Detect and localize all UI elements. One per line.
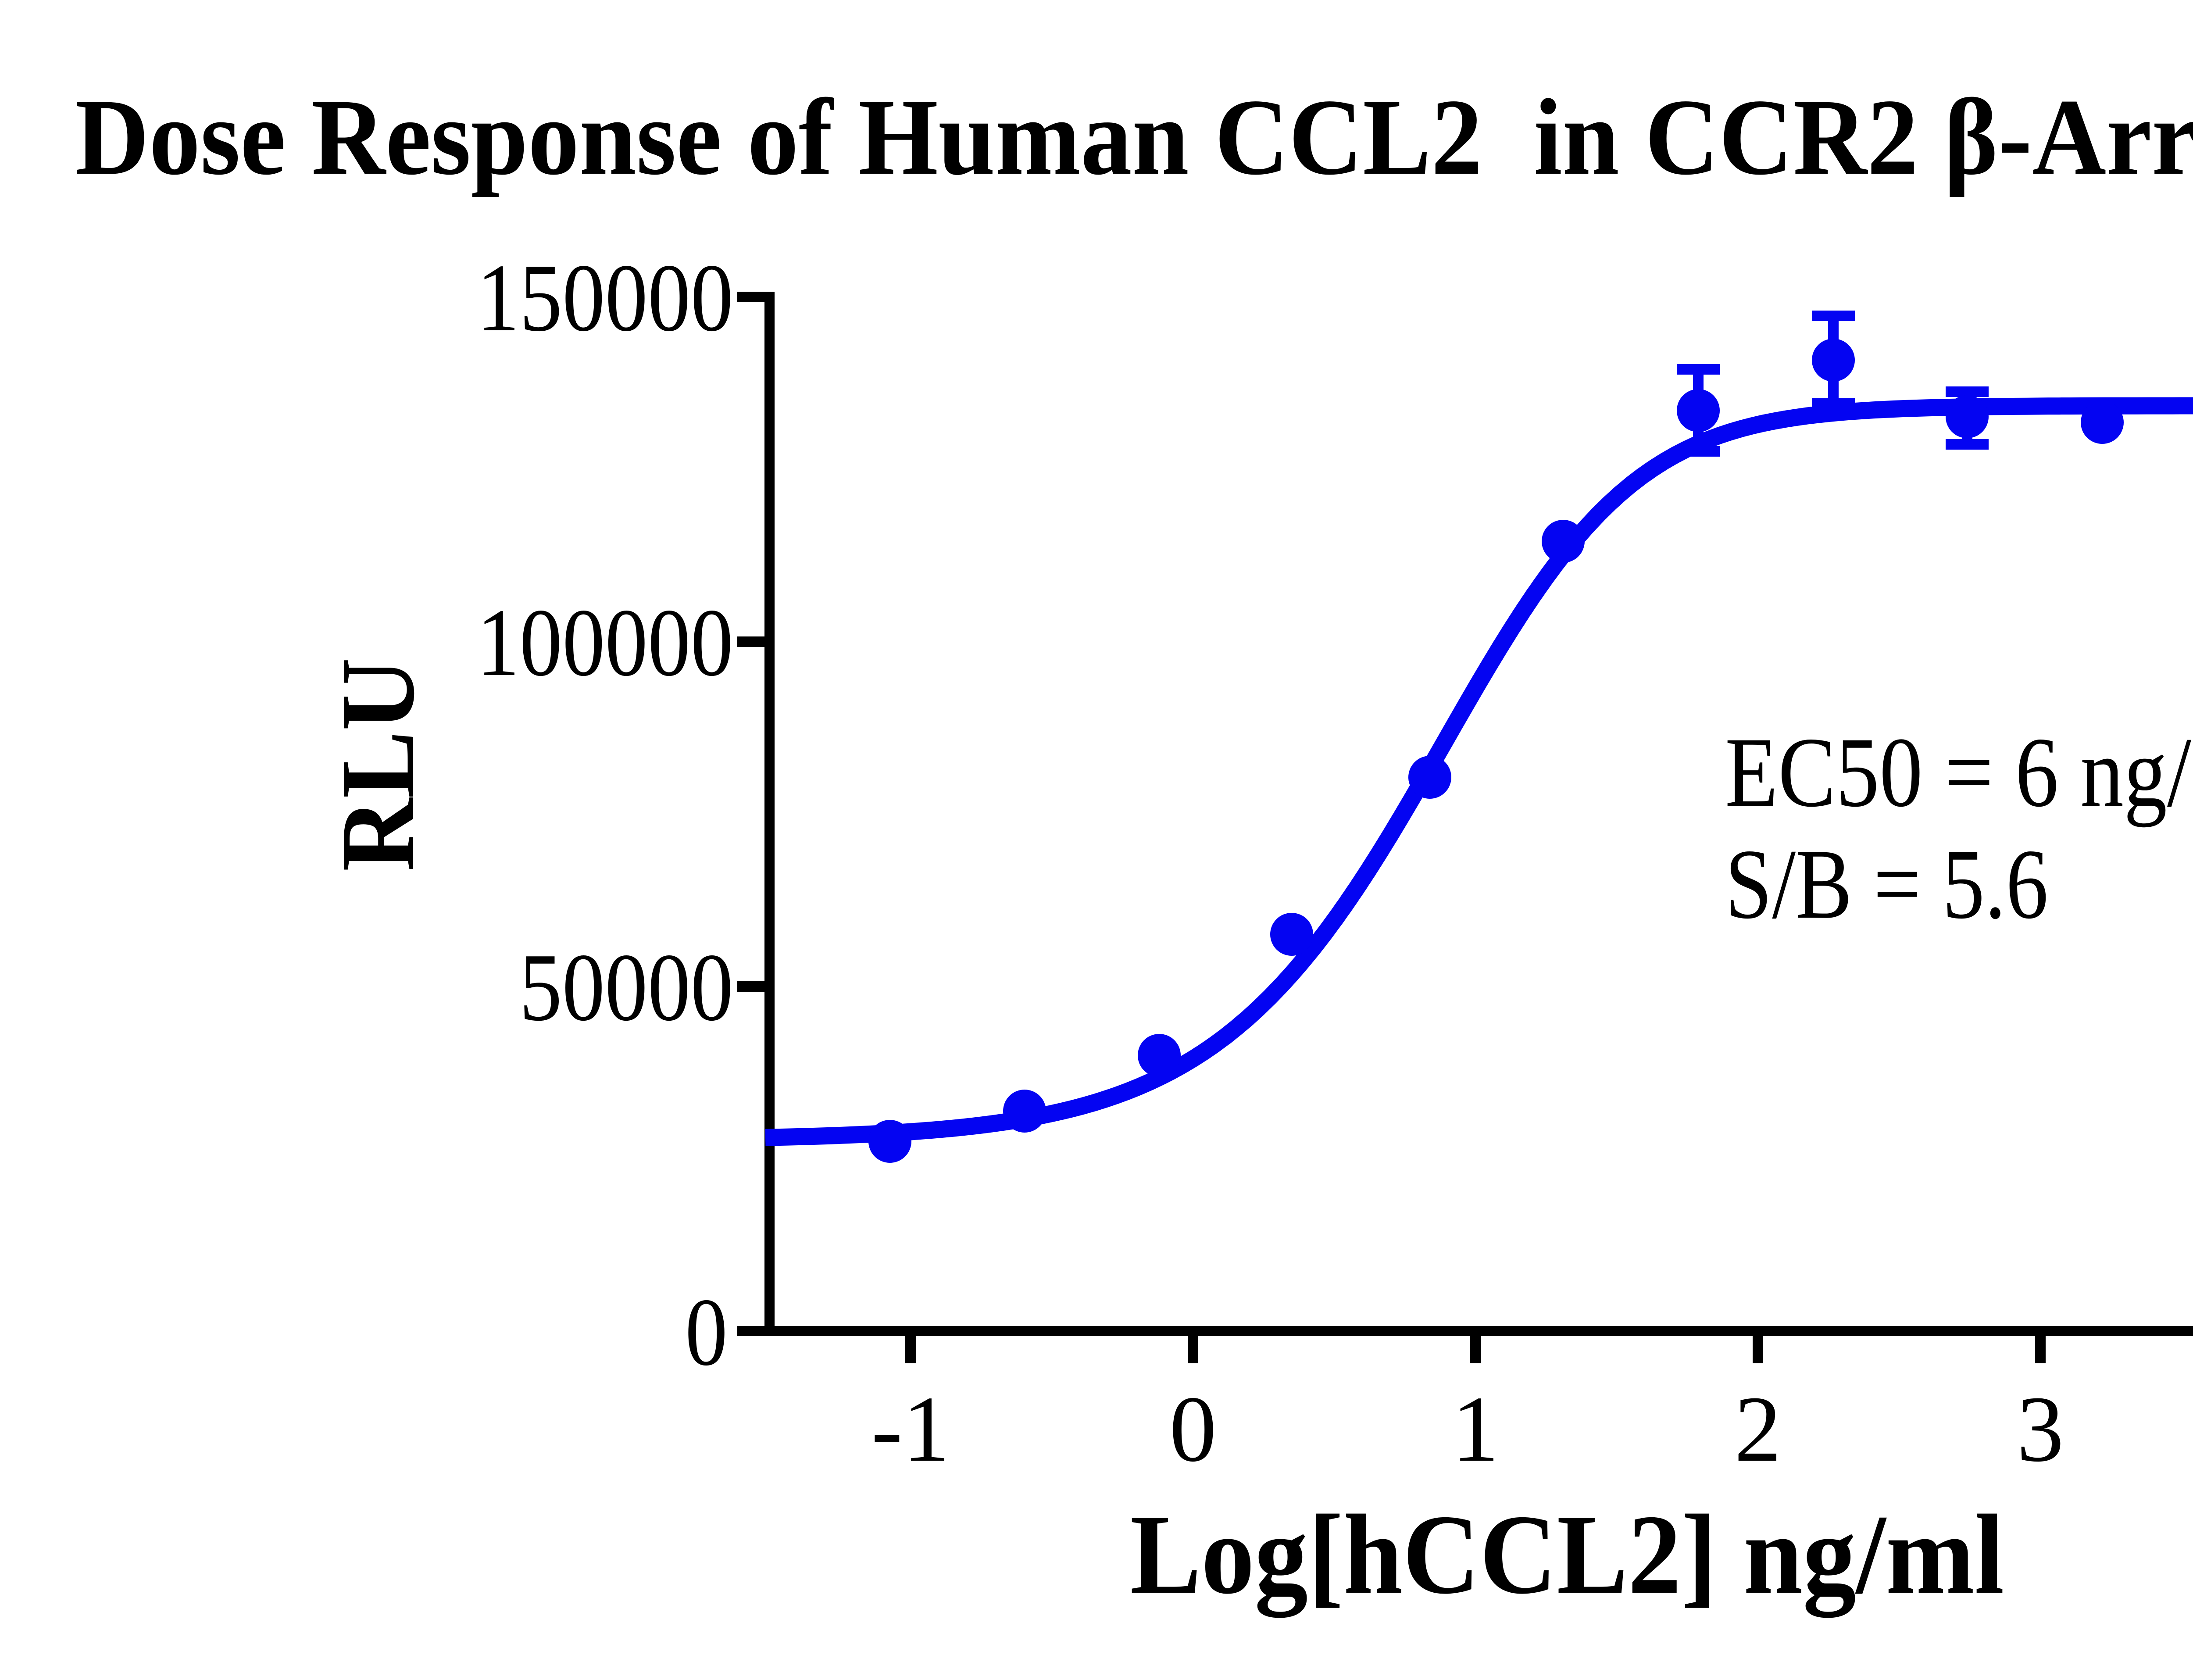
svg-text:-1: -1	[871, 1376, 950, 1481]
svg-text:S/B = 5.6: S/B = 5.6	[1725, 829, 2048, 940]
svg-text:150000: 150000	[477, 244, 733, 351]
svg-text:2: 2	[1734, 1376, 1782, 1481]
svg-text:0: 0	[685, 1278, 728, 1386]
svg-text:0: 0	[1169, 1376, 1217, 1481]
svg-text:1: 1	[1452, 1376, 1499, 1481]
svg-text:Log[hCCL2] ng/ml: Log[hCCL2] ng/ml	[1130, 1491, 2004, 1619]
svg-text:EC50 = 6 ng/ml: EC50 = 6 ng/ml	[1725, 717, 2193, 828]
svg-text:Dose Response of Human CCL2 i: Dose Response of Human CCL2 in CCR2 β-Ar…	[75, 76, 2193, 197]
svg-text:RLU: RLU	[319, 658, 436, 872]
svg-text:50000: 50000	[519, 933, 733, 1041]
svg-text:100000: 100000	[477, 589, 733, 696]
svg-text:3: 3	[2017, 1376, 2064, 1481]
